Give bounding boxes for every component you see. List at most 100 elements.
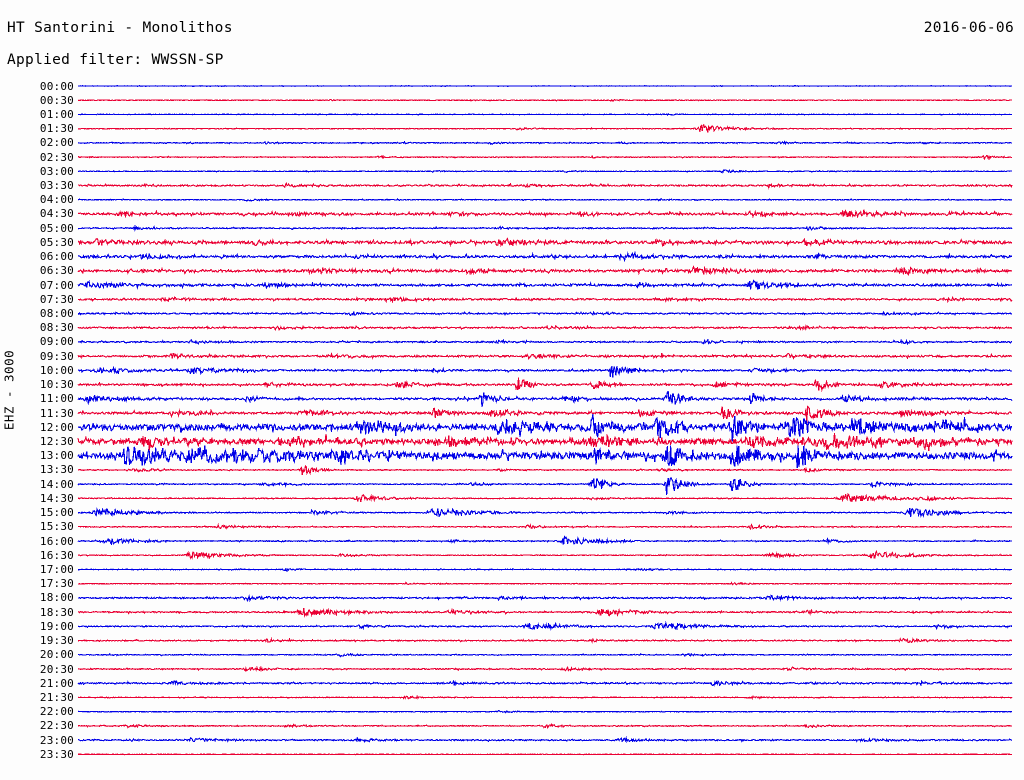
trace-1030 <box>77 377 1013 393</box>
time-tick-1330: 13:30 <box>39 463 74 477</box>
trace-1900 <box>77 620 1013 631</box>
time-tick-2200: 22:00 <box>39 705 74 719</box>
time-tick-1700: 17:00 <box>39 562 74 576</box>
time-tick-0100: 01:00 <box>39 107 74 121</box>
trace-2030 <box>77 665 1013 673</box>
time-tick-1300: 13:00 <box>39 449 74 463</box>
trace-0630 <box>77 265 1013 277</box>
time-tick-1900: 19:00 <box>39 619 74 633</box>
trace-1800 <box>78 594 1013 603</box>
applied-filter-label: Applied filter: WWSSN-SP <box>7 52 224 68</box>
trace-1600 <box>77 534 1013 546</box>
trace-0100 <box>78 112 1013 117</box>
trace-0800 <box>77 310 1013 317</box>
time-tick-0430: 04:30 <box>39 207 74 221</box>
seismogram-traces <box>77 84 1013 756</box>
trace-1730 <box>78 581 1013 586</box>
trace-1400 <box>77 477 1013 496</box>
time-tick-1130: 11:30 <box>39 406 74 420</box>
time-tick-0830: 08:30 <box>39 321 74 335</box>
trace-2100 <box>77 679 1013 687</box>
time-tick-1500: 15:00 <box>39 506 74 520</box>
trace-0430 <box>77 208 1013 219</box>
trace-1330 <box>77 464 1013 476</box>
trace-0930 <box>77 351 1013 361</box>
time-tick-0900: 09:00 <box>39 335 74 349</box>
time-tick-1430: 14:30 <box>39 491 74 505</box>
trace-0730 <box>77 295 1013 304</box>
trace-1200 <box>77 413 1013 442</box>
time-tick-2100: 21:00 <box>39 676 74 690</box>
trace-1130 <box>77 405 1013 424</box>
time-tick-0730: 07:30 <box>39 292 74 306</box>
time-tick-1800: 18:00 <box>39 591 74 605</box>
time-tick-2000: 20:00 <box>39 648 74 662</box>
time-tick-1200: 12:00 <box>39 420 74 434</box>
time-tick-0230: 02:30 <box>39 150 74 164</box>
time-tick-column: 00:00 00:30 01:00 01:30 02:00 02:30 03:00 03:30… <box>8 78 74 778</box>
time-tick-1000: 10:00 <box>39 363 74 377</box>
time-tick-0200: 02:00 <box>39 136 74 150</box>
time-tick-1030: 10:30 <box>39 378 74 392</box>
trace-0400 <box>77 197 1013 202</box>
trace-0830 <box>77 324 1013 332</box>
trace-2130 <box>77 694 1013 700</box>
trace-0530 <box>77 237 1013 248</box>
time-tick-1730: 17:30 <box>39 577 74 591</box>
time-tick-0400: 04:00 <box>39 193 74 207</box>
time-tick-0330: 03:30 <box>39 179 74 193</box>
trace-1230 <box>77 433 1013 452</box>
trace-0200 <box>77 140 1013 146</box>
trace-1100 <box>77 390 1013 407</box>
trace-0000 <box>77 84 1013 88</box>
time-tick-0630: 06:30 <box>39 264 74 278</box>
time-tick-2300: 23:00 <box>39 733 74 747</box>
time-tick-2030: 20:30 <box>39 662 74 676</box>
time-tick-1630: 16:30 <box>39 548 74 562</box>
time-tick-0030: 00:30 <box>39 93 74 107</box>
page-title: HT Santorini - Monolithos <box>7 20 233 36</box>
helicorder-plot: 00:00 00:30 01:00 01:30 02:00 02:30 03:00 03:30… <box>0 78 1024 778</box>
time-tick-0130: 01:30 <box>39 122 74 136</box>
trace-0900 <box>77 338 1012 346</box>
trace-1700 <box>78 567 1012 573</box>
trace-0700 <box>77 279 1013 290</box>
trace-0230 <box>78 154 1013 161</box>
trace-1300 <box>77 445 1013 469</box>
trace-1000 <box>77 365 1013 378</box>
trace-0500 <box>77 223 1013 232</box>
time-tick-0500: 05:00 <box>39 221 74 235</box>
time-tick-0600: 06:00 <box>39 250 74 264</box>
trace-0300 <box>77 168 1012 174</box>
time-tick-0000: 00:00 <box>39 79 74 93</box>
trace-2230 <box>77 723 1012 730</box>
time-tick-1930: 19:30 <box>39 634 74 648</box>
trace-2000 <box>77 652 1013 658</box>
time-tick-0700: 07:00 <box>39 278 74 292</box>
time-tick-1830: 18:30 <box>39 605 74 619</box>
time-tick-2230: 22:30 <box>39 719 74 733</box>
time-tick-0800: 08:00 <box>39 307 74 321</box>
time-tick-2330: 23:30 <box>39 747 74 761</box>
trace-0030 <box>77 98 1013 102</box>
record-date: 2016-06-06 <box>923 20 1014 36</box>
trace-2330 <box>78 753 1013 756</box>
trace-0600 <box>77 250 1013 263</box>
trace-1530 <box>78 523 1013 531</box>
trace-1500 <box>77 507 1013 518</box>
time-tick-1100: 11:00 <box>39 392 74 406</box>
trace-0330 <box>77 181 1013 190</box>
trace-2300 <box>77 736 1013 744</box>
time-tick-1400: 14:00 <box>39 477 74 491</box>
time-tick-0930: 09:30 <box>39 349 74 363</box>
trace-1630 <box>77 550 1013 560</box>
time-tick-2130: 21:30 <box>39 690 74 704</box>
time-tick-0530: 05:30 <box>39 235 74 249</box>
trace-1430 <box>77 493 1013 503</box>
time-tick-0300: 03:00 <box>39 164 74 178</box>
trace-1930 <box>77 637 1013 644</box>
time-tick-1230: 12:30 <box>39 435 74 448</box>
time-tick-1530: 15:30 <box>39 520 74 534</box>
trace-1830 <box>77 607 1013 618</box>
